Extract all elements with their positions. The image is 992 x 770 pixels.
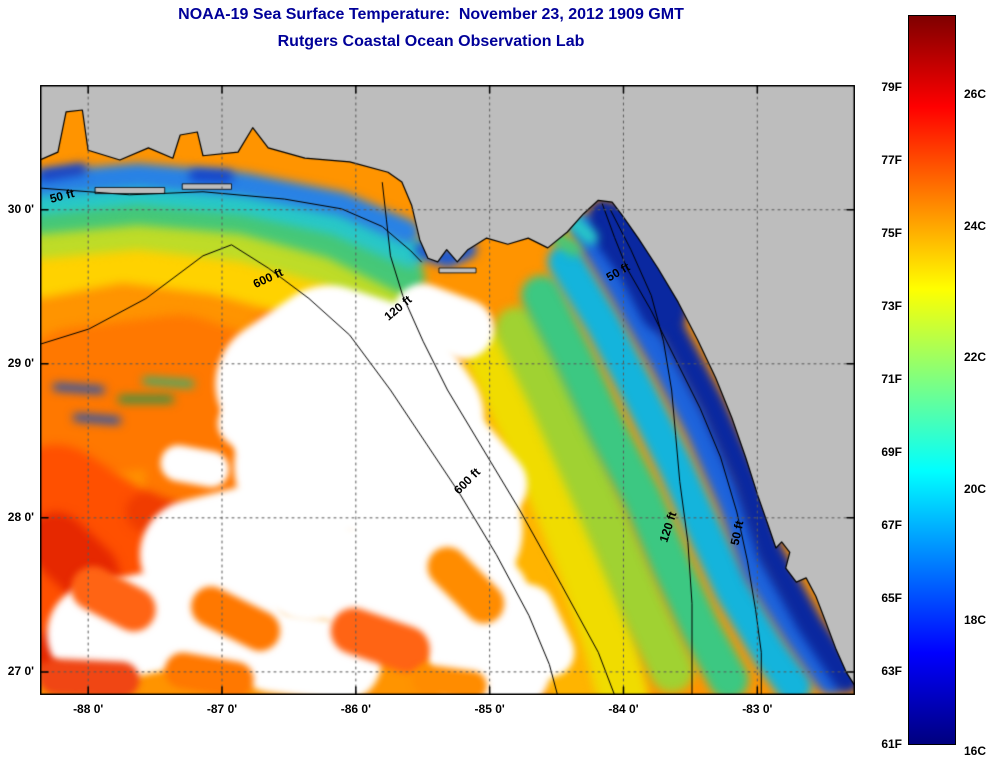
colorbar-f-label: 71F — [881, 372, 902, 386]
x-tick-label: -84 0' — [608, 702, 639, 716]
y-tick-label: 30 0' — [7, 201, 34, 216]
colorbar-c-label: 26C — [964, 87, 987, 102]
colorbar-f-label: 73F — [881, 299, 902, 313]
x-tick-label: -88 0' — [73, 702, 104, 716]
y-tick-label: 28 0' — [7, 509, 34, 524]
x-tick-label: -87 0' — [206, 702, 238, 716]
colorbar-c-label: 24C — [964, 218, 987, 233]
colorbar-c-label: 20C — [964, 481, 987, 496]
colorbar-c-label: 22C — [964, 350, 987, 365]
map-plot: 50 ft 600 ft 120 ft 50 ft 600 ft 120 ft 50 ft — [40, 85, 855, 695]
x-tick-label: -83 0' — [742, 702, 773, 716]
colorbar-f-label: 67F — [881, 518, 902, 532]
colorbar-f-label: 61F — [881, 737, 902, 751]
map-canvas — [40, 85, 855, 695]
colorbar-f-label: 75F — [881, 226, 902, 240]
colorbar-f-label: 65F — [881, 591, 902, 605]
colorbar — [908, 15, 956, 745]
colorbar-f-label: 79F — [881, 80, 902, 94]
x-tick-label: -86 0' — [340, 702, 371, 716]
colorbar-f-label: 77F — [881, 153, 902, 167]
colorbar-f-label: 63F — [881, 664, 902, 678]
page-title: NOAA-19 Sea Surface Temperature: Novembe… — [178, 6, 684, 23]
page-subtitle: Rutgers Coastal Ocean Observation Lab — [277, 33, 585, 50]
colorbar-f-label: 69F — [881, 445, 902, 459]
colorbar-c-label: 18C — [964, 612, 987, 627]
y-tick-label: 27 0' — [7, 663, 34, 678]
y-tick-label: 29 0' — [7, 355, 34, 370]
x-tick-label: -85 0' — [474, 702, 505, 716]
colorbar-c-label: 16C — [964, 744, 987, 759]
